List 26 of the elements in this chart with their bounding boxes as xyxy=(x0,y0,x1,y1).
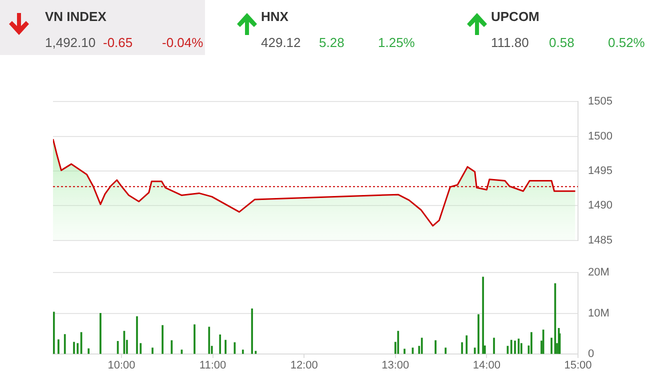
text: 0.52% xyxy=(608,35,645,50)
y-tick-label: 1485 xyxy=(588,234,612,246)
text: 111.80 xyxy=(491,35,529,50)
text: UPCOM xyxy=(491,9,540,24)
x-tick-label: 12:00 xyxy=(290,360,318,372)
y-tick-label: 0 xyxy=(588,348,594,360)
x-tick-label: 10:00 xyxy=(108,360,136,372)
x-tick-label: 11:00 xyxy=(199,360,226,372)
text: 1.25% xyxy=(378,35,415,50)
x-tick-label: 13:00 xyxy=(382,360,410,372)
y-tick-label: 20M xyxy=(588,266,610,279)
text: 1,492.10 xyxy=(45,35,96,50)
text: 0.58 xyxy=(549,35,574,50)
text: 5.28 xyxy=(319,35,344,50)
text: 429.12 xyxy=(261,35,301,50)
text: HNX xyxy=(261,9,288,24)
x-tick-label: 15:00 xyxy=(564,360,592,372)
x-tick-label: 14:00 xyxy=(472,360,500,372)
text: -0.65 xyxy=(103,35,133,50)
y-tick-label: 1500 xyxy=(588,130,612,142)
y-tick-label: 1490 xyxy=(588,200,612,212)
text: -0.04% xyxy=(162,35,204,50)
text: VN INDEX xyxy=(45,9,106,24)
y-tick-label: 10M xyxy=(588,307,610,320)
y-tick-label: 1495 xyxy=(588,165,612,178)
y-tick-label: 1505 xyxy=(588,96,612,108)
